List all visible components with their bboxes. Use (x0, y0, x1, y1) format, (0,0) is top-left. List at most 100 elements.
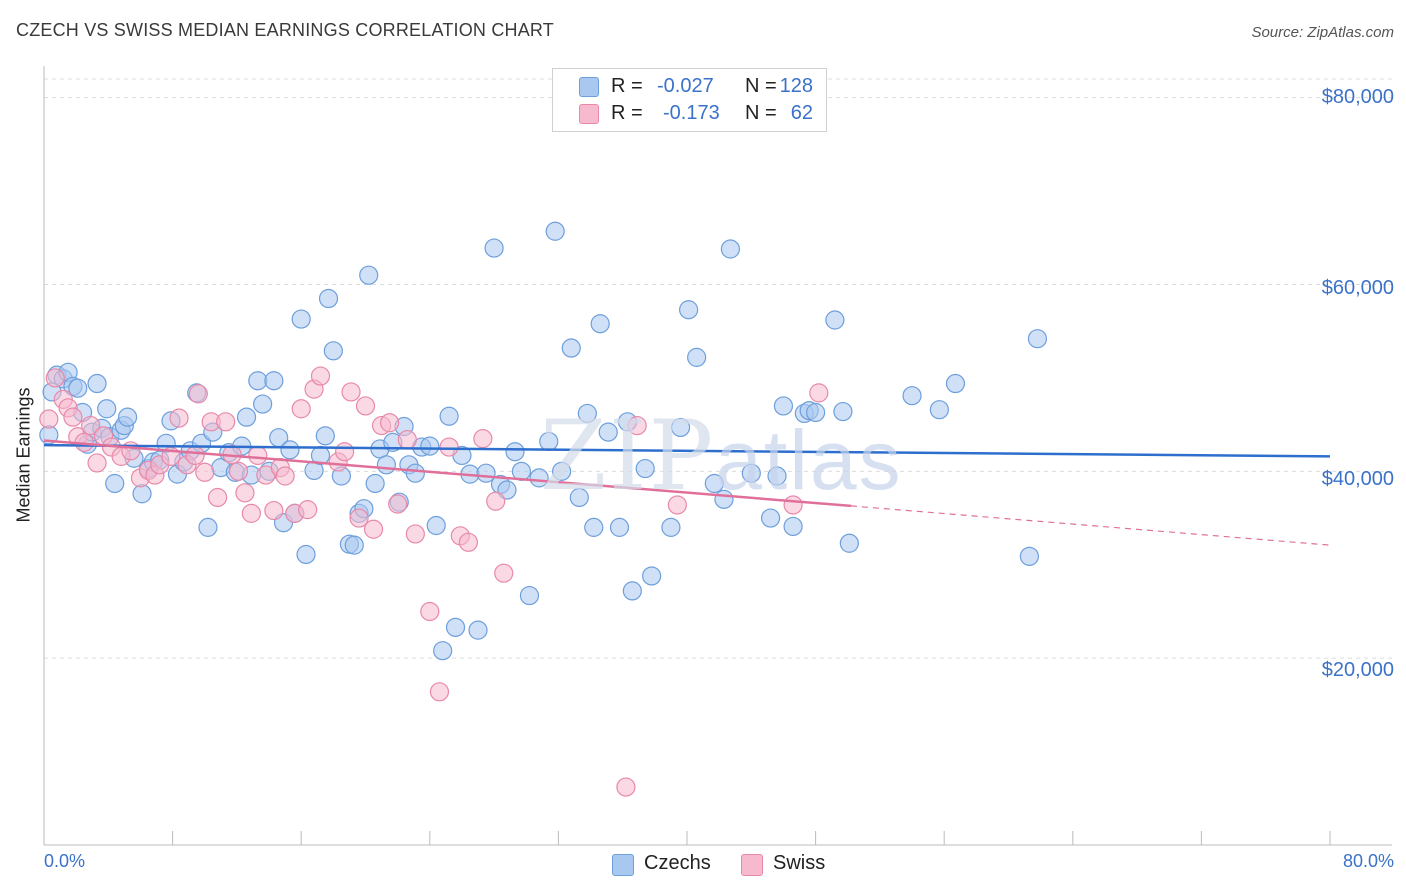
swiss-point (298, 500, 318, 520)
legend-r-value-swiss: -0.173 (663, 102, 720, 124)
czech-point (280, 440, 300, 460)
czech-point (236, 407, 257, 427)
swiss-point (439, 437, 459, 457)
czech-point (825, 310, 845, 330)
czech-point (687, 347, 707, 367)
swiss-point (397, 429, 417, 450)
czech-point (760, 508, 781, 528)
chart-title: CZECH VS SWISS MEDIAN EARNINGS CORRELATI… (16, 20, 554, 40)
swiss-point (494, 563, 514, 583)
czech-point (590, 314, 610, 334)
czech-point (359, 265, 379, 285)
swiss-point (275, 466, 295, 486)
swiss-point (228, 461, 249, 481)
swiss-point (241, 503, 261, 523)
czech-point (805, 402, 826, 423)
legend-row-swiss: R = -0.173 N = 62 (565, 102, 813, 126)
bottom-legend-swatch-swiss (741, 854, 763, 876)
czech-point (105, 473, 125, 494)
swiss-point (216, 412, 236, 432)
legend-r-value-czech: -0.027 (657, 75, 714, 97)
swiss-point (39, 409, 59, 429)
czech-point (376, 455, 396, 475)
swiss-point (473, 429, 493, 449)
stats-legend: R = -0.027 N = 128 R = -0.173 N = 62 (552, 68, 827, 132)
czech-point (902, 386, 922, 406)
czech-point (318, 288, 339, 309)
czech-point (97, 399, 117, 419)
czech-point (529, 468, 549, 488)
swiss-point (341, 382, 361, 402)
y-axis-title: Median Earnings (13, 387, 34, 523)
legend-n-value-czech: 128 (779, 75, 813, 97)
czech-point (87, 373, 107, 394)
watermark-atlas: atlas (715, 413, 903, 507)
czech-point (679, 300, 699, 320)
czech-point (584, 517, 604, 537)
czech-point (598, 422, 618, 442)
legend-n-value-swiss: 62 (790, 102, 813, 124)
legend-row-czech: R = -0.027 N = 128 (565, 75, 813, 99)
swiss-point (264, 500, 284, 521)
czech-point (445, 617, 466, 637)
czech-point (561, 338, 581, 358)
czech-point (929, 400, 949, 420)
y-tick-label: $40,000 (1321, 468, 1394, 490)
czech-point (405, 463, 425, 483)
watermark: ZIPatlas (540, 400, 903, 512)
swiss-point (420, 601, 440, 622)
swiss-point (195, 462, 215, 482)
czech-point (773, 396, 794, 416)
czech-point (296, 544, 316, 565)
czech-point (291, 309, 311, 329)
czech-point (545, 221, 565, 241)
czech-point (1019, 546, 1039, 566)
chart-source: Source: ZipAtlas.com (1251, 24, 1394, 41)
watermark-zip: ZIP (540, 400, 716, 512)
czech-point (433, 641, 453, 661)
czech-point (661, 517, 681, 537)
czech-point (420, 436, 440, 456)
bottom-legend-label-swiss: Swiss (773, 852, 826, 874)
czech-point (323, 341, 343, 361)
swiss-trend-extension (850, 505, 1331, 546)
swiss-point (809, 383, 829, 403)
swiss-point (380, 413, 400, 433)
y-tick-label: $80,000 (1321, 86, 1394, 108)
czech-point (68, 378, 88, 398)
czech-point (117, 407, 138, 427)
czech-point (635, 458, 655, 479)
swiss-trend-line (43, 439, 852, 508)
czech-point (569, 487, 589, 508)
czech-point (577, 403, 597, 424)
swiss-point (87, 453, 107, 473)
x-tick-label-min: 0.0% (44, 851, 86, 871)
swiss-point (235, 483, 255, 503)
czech-point (248, 371, 268, 391)
bottom-legend-label-czech: Czechs (644, 852, 711, 874)
swiss-point (355, 396, 376, 416)
swiss-point (248, 445, 268, 466)
swiss-point (185, 445, 205, 466)
swiss-point (335, 442, 355, 462)
swiss-point (208, 487, 228, 508)
czech-point (132, 484, 152, 504)
swiss-point (667, 495, 687, 515)
swiss-point (405, 524, 425, 544)
swiss-point (458, 532, 478, 552)
legend-n-label: N = (745, 75, 777, 97)
czech-point (783, 516, 803, 537)
czech-trend-line (43, 443, 1331, 458)
czech-point (505, 442, 525, 462)
czech-point (767, 466, 787, 486)
y-tick-label: $20,000 (1321, 659, 1394, 681)
swiss-point (169, 408, 189, 428)
swiss-point (310, 366, 331, 386)
czech-point (484, 238, 504, 258)
czech-point (833, 401, 853, 422)
swiss-point (121, 441, 141, 461)
swiss-point (45, 368, 65, 388)
czech-point (704, 473, 724, 494)
y-tick-label: $60,000 (1321, 277, 1394, 299)
